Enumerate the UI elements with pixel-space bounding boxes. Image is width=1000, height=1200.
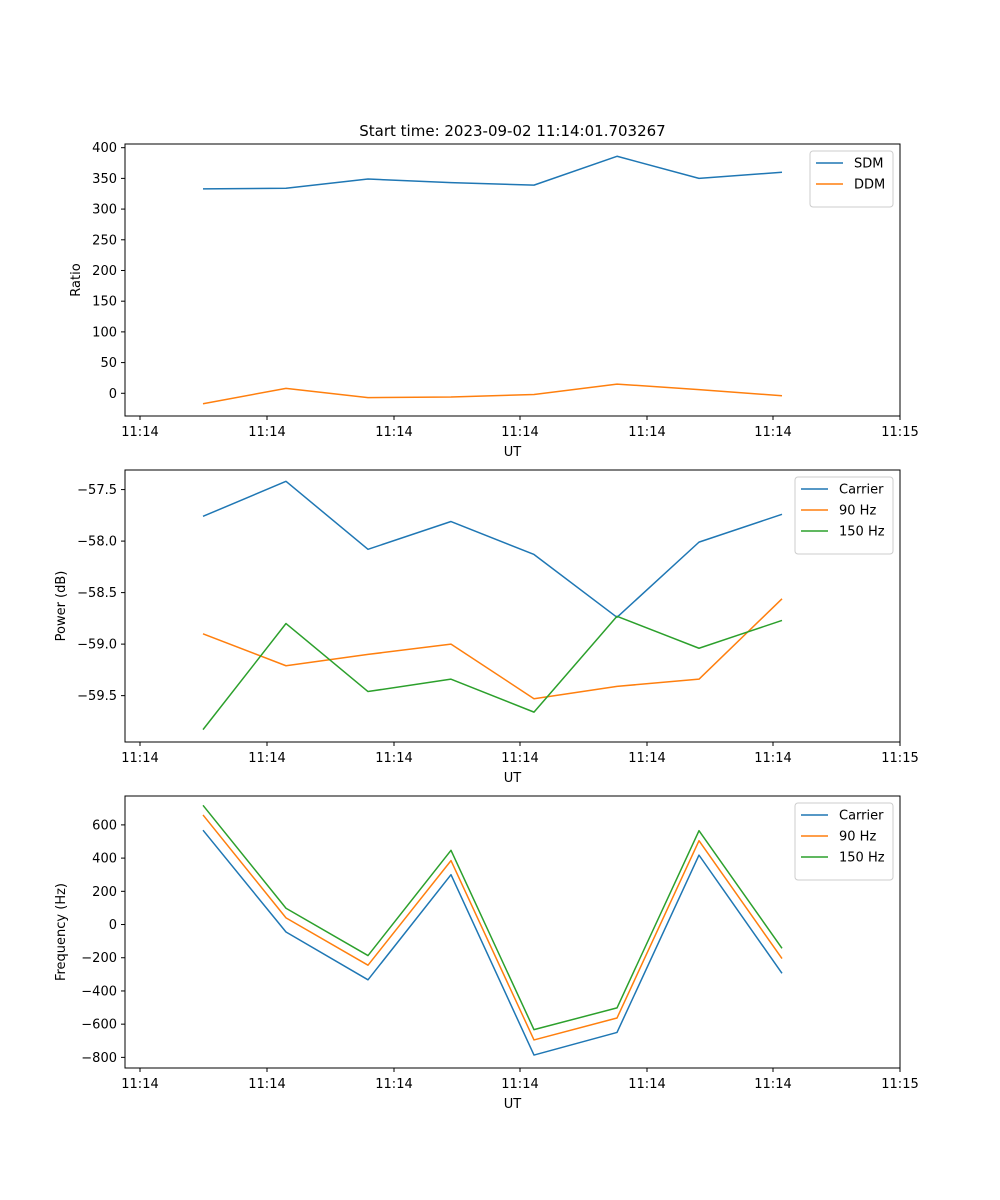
axes-frame [124,469,901,743]
y-tick-label: −600 [81,1018,117,1033]
legend: Carrier 90 Hz 150 Hz [794,802,894,881]
axes-frame [124,143,901,417]
y-tick-label: 400 [92,852,117,867]
x-tick-label: 11:14 [754,425,791,440]
series-line-sdm [202,155,783,190]
legend-label: 150 Hz [839,525,885,540]
x-tick-label: 11:14 [754,1077,791,1092]
x-axis-label: UT [504,445,522,460]
y-tick-label: 150 [92,295,117,310]
y-tick-label: 200 [92,885,117,900]
legend: Carrier 90 Hz 150 Hz [794,476,894,555]
x-tick-label: 11:15 [881,1077,918,1092]
series-line-carrier [202,829,783,1056]
y-tick-label: −58.0 [77,535,117,550]
x-axis-label: UT [504,771,522,786]
y-tick-label: −57.5 [77,483,117,498]
y-tick-label: 200 [92,264,117,279]
y-tick-label: −58.5 [77,586,117,601]
y-tick-label: −59.0 [77,638,117,653]
y-tick-label: 400 [92,141,117,156]
legend-label: Carrier [839,809,884,824]
legend-label: 150 Hz [839,851,885,866]
x-tick-label: 11:14 [501,425,538,440]
x-tick-label: 11:14 [375,1077,412,1092]
series-line-carrier [202,480,783,619]
series-line-150-hz [202,804,783,1031]
x-tick-label: 11:15 [881,751,918,766]
x-tick-label: 11:14 [375,751,412,766]
legend-label: Carrier [839,483,884,498]
series-line-90-hz [202,598,783,700]
x-tick-label: 11:14 [628,425,665,440]
x-tick-label: 11:14 [501,1077,538,1092]
y-tick-label: 300 [92,203,117,218]
y-tick-label: 600 [92,818,117,833]
legend: SDM DDM [809,150,894,208]
y-tick-label: 0 [109,918,117,933]
x-tick-label: 11:14 [248,1077,285,1092]
chart-panel-3: 11:14 11:14 11:14 11:14 11:14 11:14 11:15 −800 −… [54,795,919,1112]
y-axis-label: Frequency (Hz) [54,883,69,981]
y-tick-label: 350 [92,172,117,187]
y-tick-label: −400 [81,984,117,999]
legend-label: DDM [854,178,885,193]
legend-label: 90 Hz [839,830,876,845]
y-tick-label: 250 [92,233,117,248]
series-line-90-hz [202,814,783,1041]
y-axis-label: Ratio [69,263,84,296]
x-tick-label: 11:14 [501,751,538,766]
legend-box [794,802,894,881]
x-tick-label: 11:14 [628,751,665,766]
y-tick-label: 50 [100,356,117,371]
y-tick-label: −200 [81,951,117,966]
x-tick-label: 11:14 [121,425,158,440]
x-tick-label: 11:14 [628,1077,665,1092]
x-tick-label: 11:14 [248,425,285,440]
x-tick-label: 11:14 [121,1077,158,1092]
y-tick-label: −59.5 [77,689,117,704]
x-tick-label: 11:14 [754,751,791,766]
x-tick-label: 11:14 [375,425,412,440]
y-axis-label: Power (dB) [54,571,69,642]
x-tick-label: 11:14 [248,751,285,766]
panels: 11:14 11:14 11:14 11:14 11:14 11:14 11:15 0 50 10… [54,141,919,1112]
y-tick-label: 0 [109,387,117,402]
y-tick-label: 100 [92,325,117,340]
y-tick-label: −800 [81,1051,117,1066]
chart-title: Start time: 2023-09-02 11:14:01.703267 [359,122,665,140]
x-axis-label: UT [504,1097,522,1112]
chart-panel-1: 11:14 11:14 11:14 11:14 11:14 11:14 11:15 0 50 10… [69,141,919,460]
x-tick-label: 11:15 [881,425,918,440]
series-line-150-hz [202,615,783,731]
legend-label: 90 Hz [839,504,876,519]
legend-box [794,476,894,555]
legend-label: SDM [854,157,883,172]
series-line-ddm [202,383,783,405]
chart-panel-2: 11:14 11:14 11:14 11:14 11:14 11:14 11:15 −59.5… [54,469,919,786]
x-tick-label: 11:14 [121,751,158,766]
legend-box [809,150,894,208]
axes-frame [124,795,901,1069]
